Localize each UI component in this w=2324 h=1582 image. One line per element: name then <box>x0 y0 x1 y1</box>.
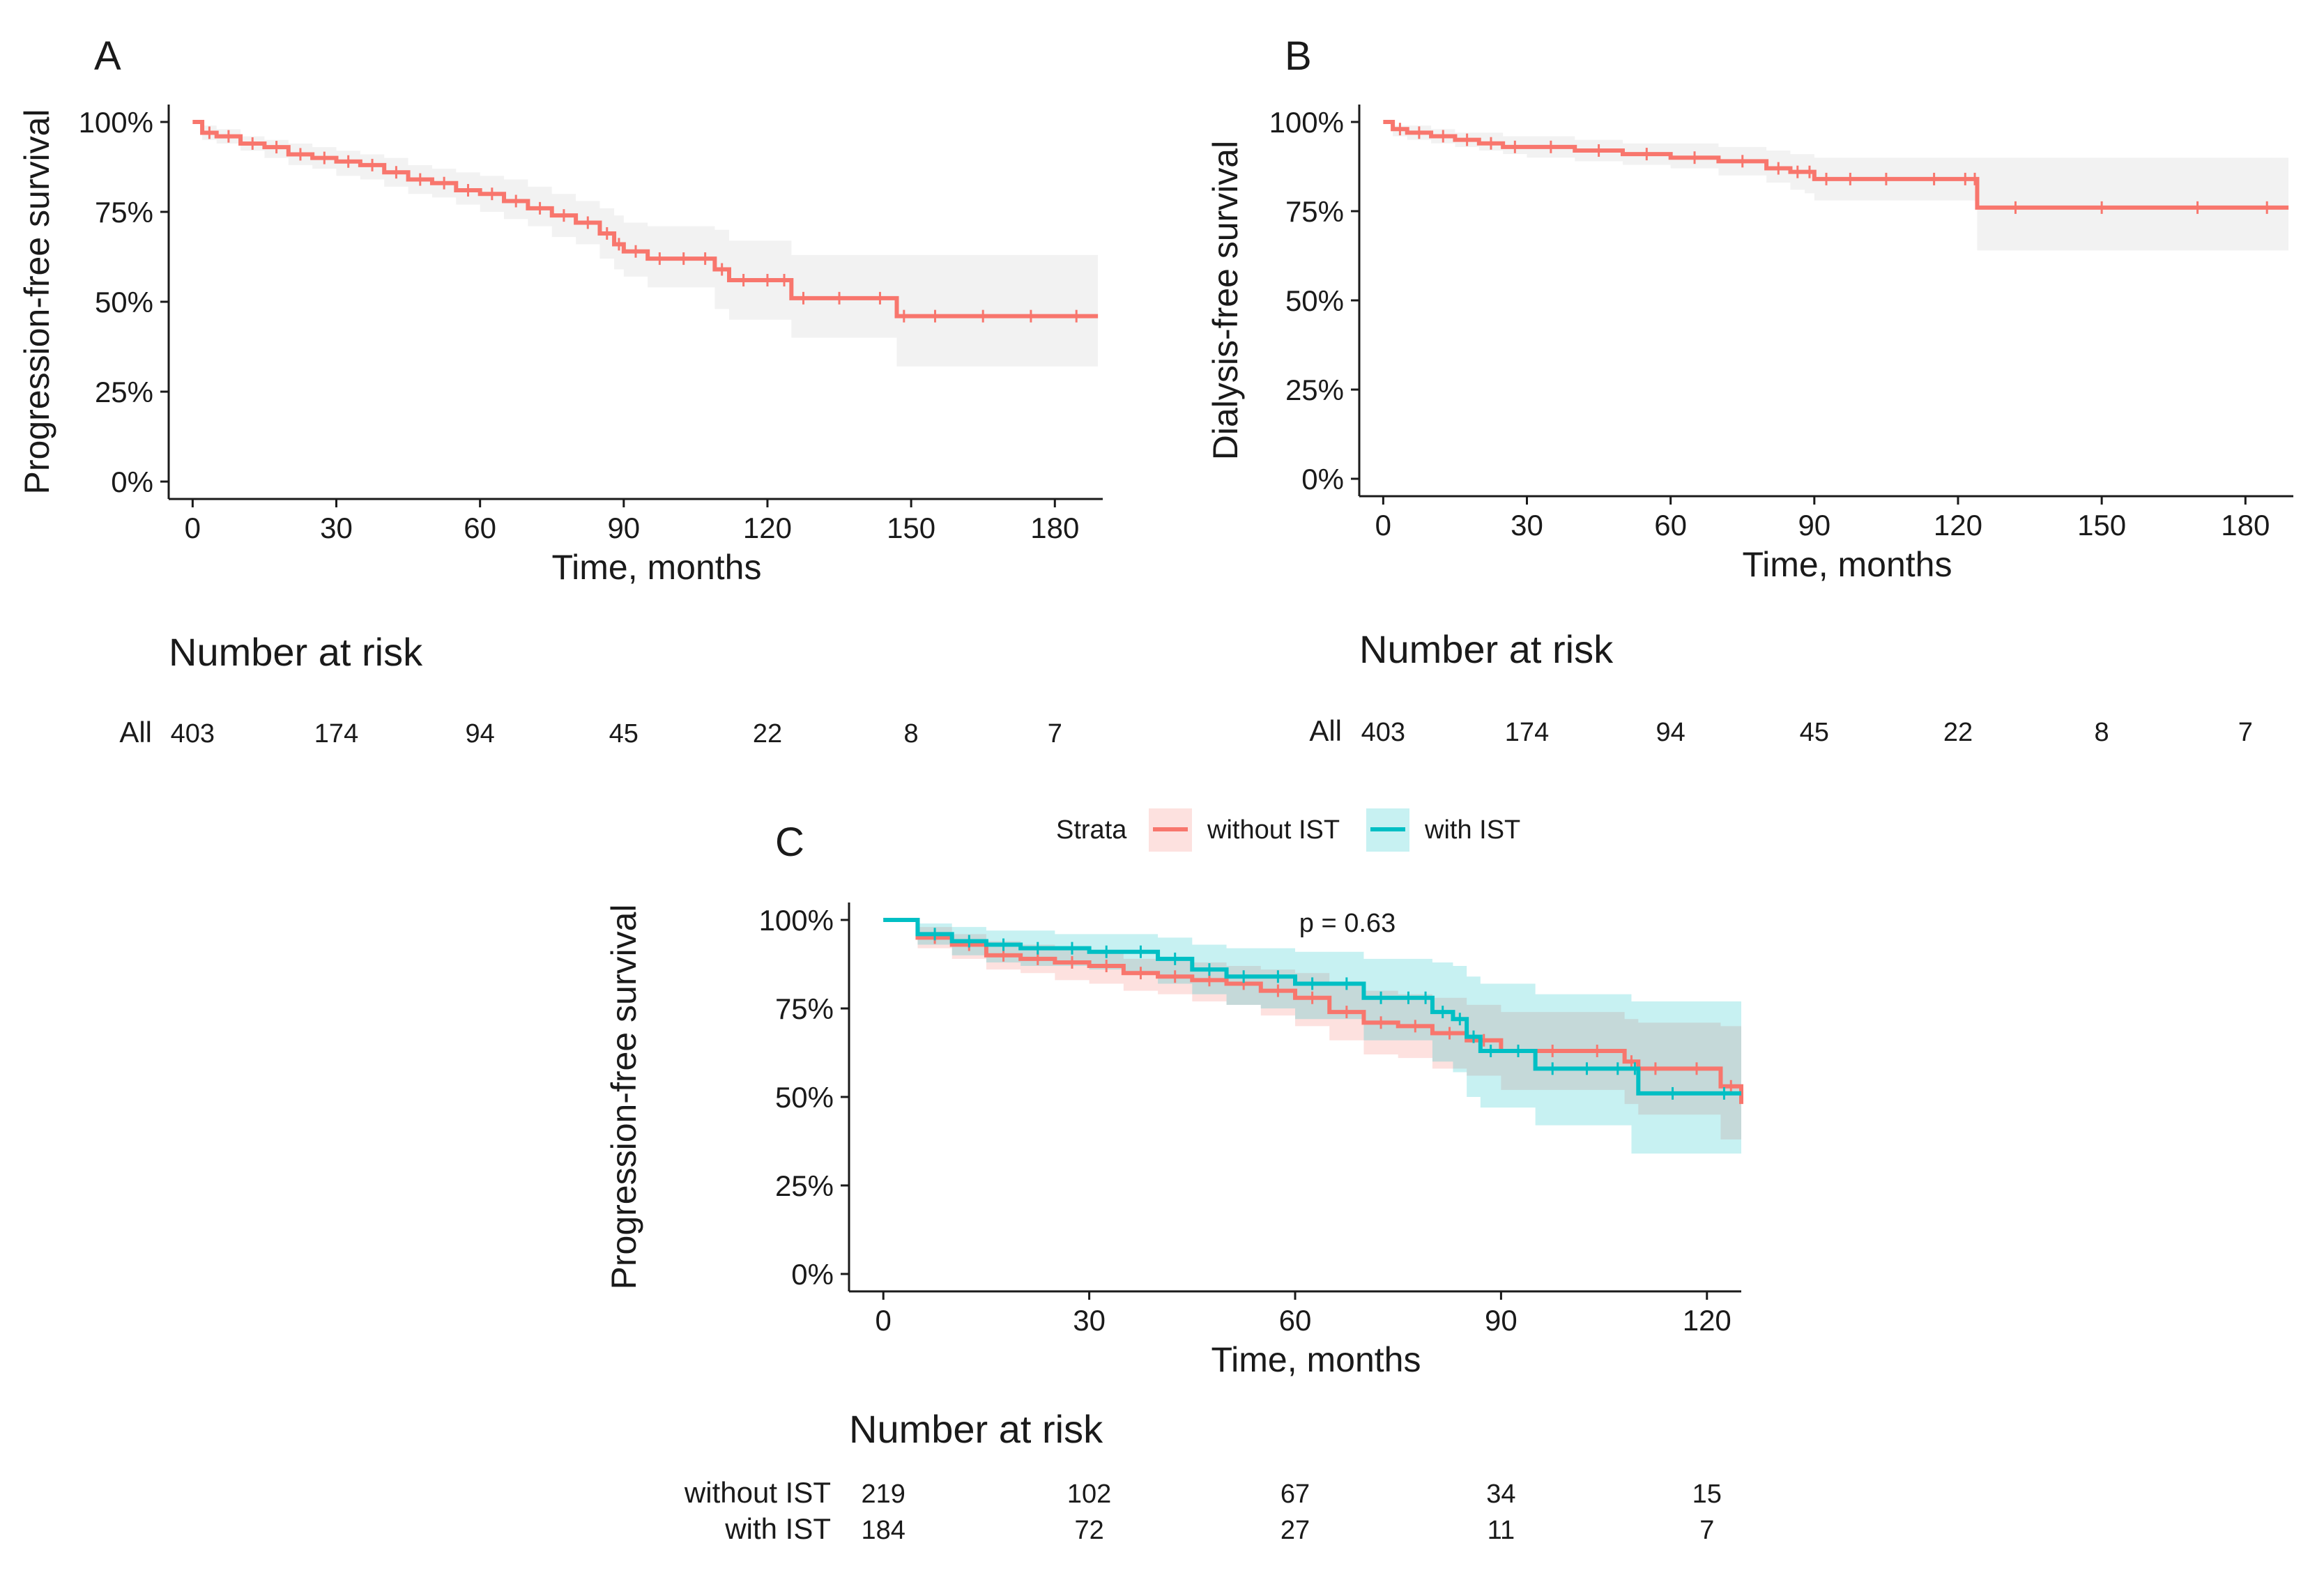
y-tick-label: 50% <box>775 1081 834 1114</box>
x-tick-label: 60 <box>1654 509 1687 542</box>
risk-row-label: All <box>119 716 152 748</box>
risk-count: 11 <box>1488 1516 1515 1545</box>
risk-count: 7 <box>1048 719 1062 748</box>
risk-count: 102 <box>1067 1480 1111 1509</box>
ci-band-all <box>1383 122 2289 251</box>
risk-count: 27 <box>1281 1516 1310 1545</box>
y-tick-label: 50% <box>1285 284 1344 317</box>
x-axis-title: Time, months <box>1742 545 1952 584</box>
y-tick-label: 100% <box>79 106 153 139</box>
risk-count: 403 <box>171 719 215 748</box>
x-tick-label: 60 <box>1279 1304 1312 1337</box>
survival-line-without-ist <box>883 918 1743 1105</box>
y-tick-label: 50% <box>95 286 153 318</box>
x-tick-label: 0 <box>1375 509 1391 542</box>
x-tick-label: 120 <box>743 512 792 544</box>
x-tick-label: 0 <box>185 512 201 544</box>
y-axis-title: Progression-free survival <box>17 109 56 495</box>
risk-count: 7 <box>2238 718 2253 747</box>
risk-count: 15 <box>1692 1480 1722 1509</box>
ci-band-without-ist <box>883 920 1741 1154</box>
y-tick-label: 100% <box>1269 106 1344 139</box>
x-tick-label: 150 <box>2077 509 2126 542</box>
panel-c: C 0% 25% 50% 75% 100% 0 30 60 90 120 Time, months Pr… <box>604 808 1743 1545</box>
panel-letter: A <box>94 33 121 79</box>
x-tick-label: 60 <box>464 512 496 544</box>
y-tick-label: 25% <box>775 1169 834 1202</box>
y-tick-label: 100% <box>759 904 834 937</box>
x-tick-label: 120 <box>1683 1304 1731 1337</box>
x-tick-label: 30 <box>320 512 353 544</box>
risk-count: 8 <box>904 719 919 748</box>
risk-count: 34 <box>1486 1480 1515 1509</box>
risk-table-title: Number at risk <box>849 1407 1103 1451</box>
risk-count: 403 <box>1361 718 1405 747</box>
risk-count: 22 <box>753 719 782 748</box>
risk-count: 94 <box>1656 718 1685 747</box>
risk-count: 8 <box>2095 718 2109 747</box>
panel-a: A 0% 25% 50% 75% 100% 0 30 60 90 120 150 180 Time, mo… <box>17 33 1103 748</box>
panel-letter: B <box>1285 33 1312 79</box>
risk-table-title: Number at risk <box>1359 627 1614 671</box>
x-tick-label: 30 <box>1073 1304 1106 1337</box>
x-tick-label: 120 <box>1934 509 1982 542</box>
y-tick-label: 0% <box>111 466 153 498</box>
y-tick-label: 25% <box>95 376 153 408</box>
risk-count: 45 <box>1800 718 1829 747</box>
y-tick-label: 0% <box>791 1258 834 1291</box>
risk-count: 67 <box>1281 1480 1310 1509</box>
x-tick-label: 90 <box>1798 509 1830 542</box>
y-axis-title: Dialysis-free survival <box>1206 141 1245 460</box>
ci-band-all <box>192 122 1099 367</box>
x-tick-label: 0 <box>876 1304 892 1337</box>
risk-table: Number at risk without IST 219 102 67 34 15 wit… <box>684 1407 1722 1545</box>
risk-table: Number at risk All 403 174 94 45 22 8 7 <box>119 630 1062 748</box>
y-axis-title: Progression-free survival <box>604 905 643 1290</box>
risk-count: 174 <box>1505 718 1549 747</box>
survival-line-with-ist <box>883 918 1741 1096</box>
y-tick-label: 75% <box>95 196 153 229</box>
risk-count: 72 <box>1074 1516 1103 1545</box>
risk-count: 94 <box>466 719 495 748</box>
y-tick-label: 0% <box>1301 463 1344 496</box>
risk-row-label: with IST <box>724 1512 831 1545</box>
x-tick-label: 150 <box>887 512 935 544</box>
x-tick-label: 90 <box>1485 1304 1518 1337</box>
x-tick-label: 90 <box>607 512 640 544</box>
y-tick-label: 75% <box>775 992 834 1025</box>
legend-title: Strata <box>1056 815 1127 845</box>
risk-count: 219 <box>862 1480 905 1509</box>
risk-count: 45 <box>609 719 639 748</box>
risk-table: Number at risk All 403 174 94 45 22 8 7 <box>1309 627 2253 747</box>
x-tick-label: 180 <box>1030 512 1079 544</box>
risk-count: 184 <box>862 1516 905 1545</box>
x-axis-title: Time, months <box>551 548 761 587</box>
risk-row-label: without IST <box>684 1476 831 1509</box>
panel-b: B 0% 25% 50% 75% 100% 0 30 60 90 120 150 180 Time, mo… <box>1206 33 2293 747</box>
risk-count: 7 <box>1699 1516 1714 1545</box>
panel-letter: C <box>775 820 804 865</box>
legend-label: with IST <box>1424 815 1520 845</box>
x-tick-label: 30 <box>1511 509 1543 542</box>
ci-band-with-ist <box>883 920 1741 1154</box>
x-axis-title: Time, months <box>1211 1340 1421 1379</box>
legend-label: without IST <box>1207 815 1340 845</box>
risk-table-title: Number at risk <box>169 630 423 674</box>
risk-count: 174 <box>314 719 358 748</box>
risk-row-label: All <box>1309 714 1342 747</box>
y-tick-label: 75% <box>1285 195 1344 228</box>
p-value-annotation: p = 0.63 <box>1299 909 1396 938</box>
legend: Strata without IST with IST <box>1056 808 1520 852</box>
x-tick-label: 180 <box>2221 509 2270 542</box>
risk-count: 22 <box>1943 718 1973 747</box>
y-tick-label: 25% <box>1285 374 1344 406</box>
